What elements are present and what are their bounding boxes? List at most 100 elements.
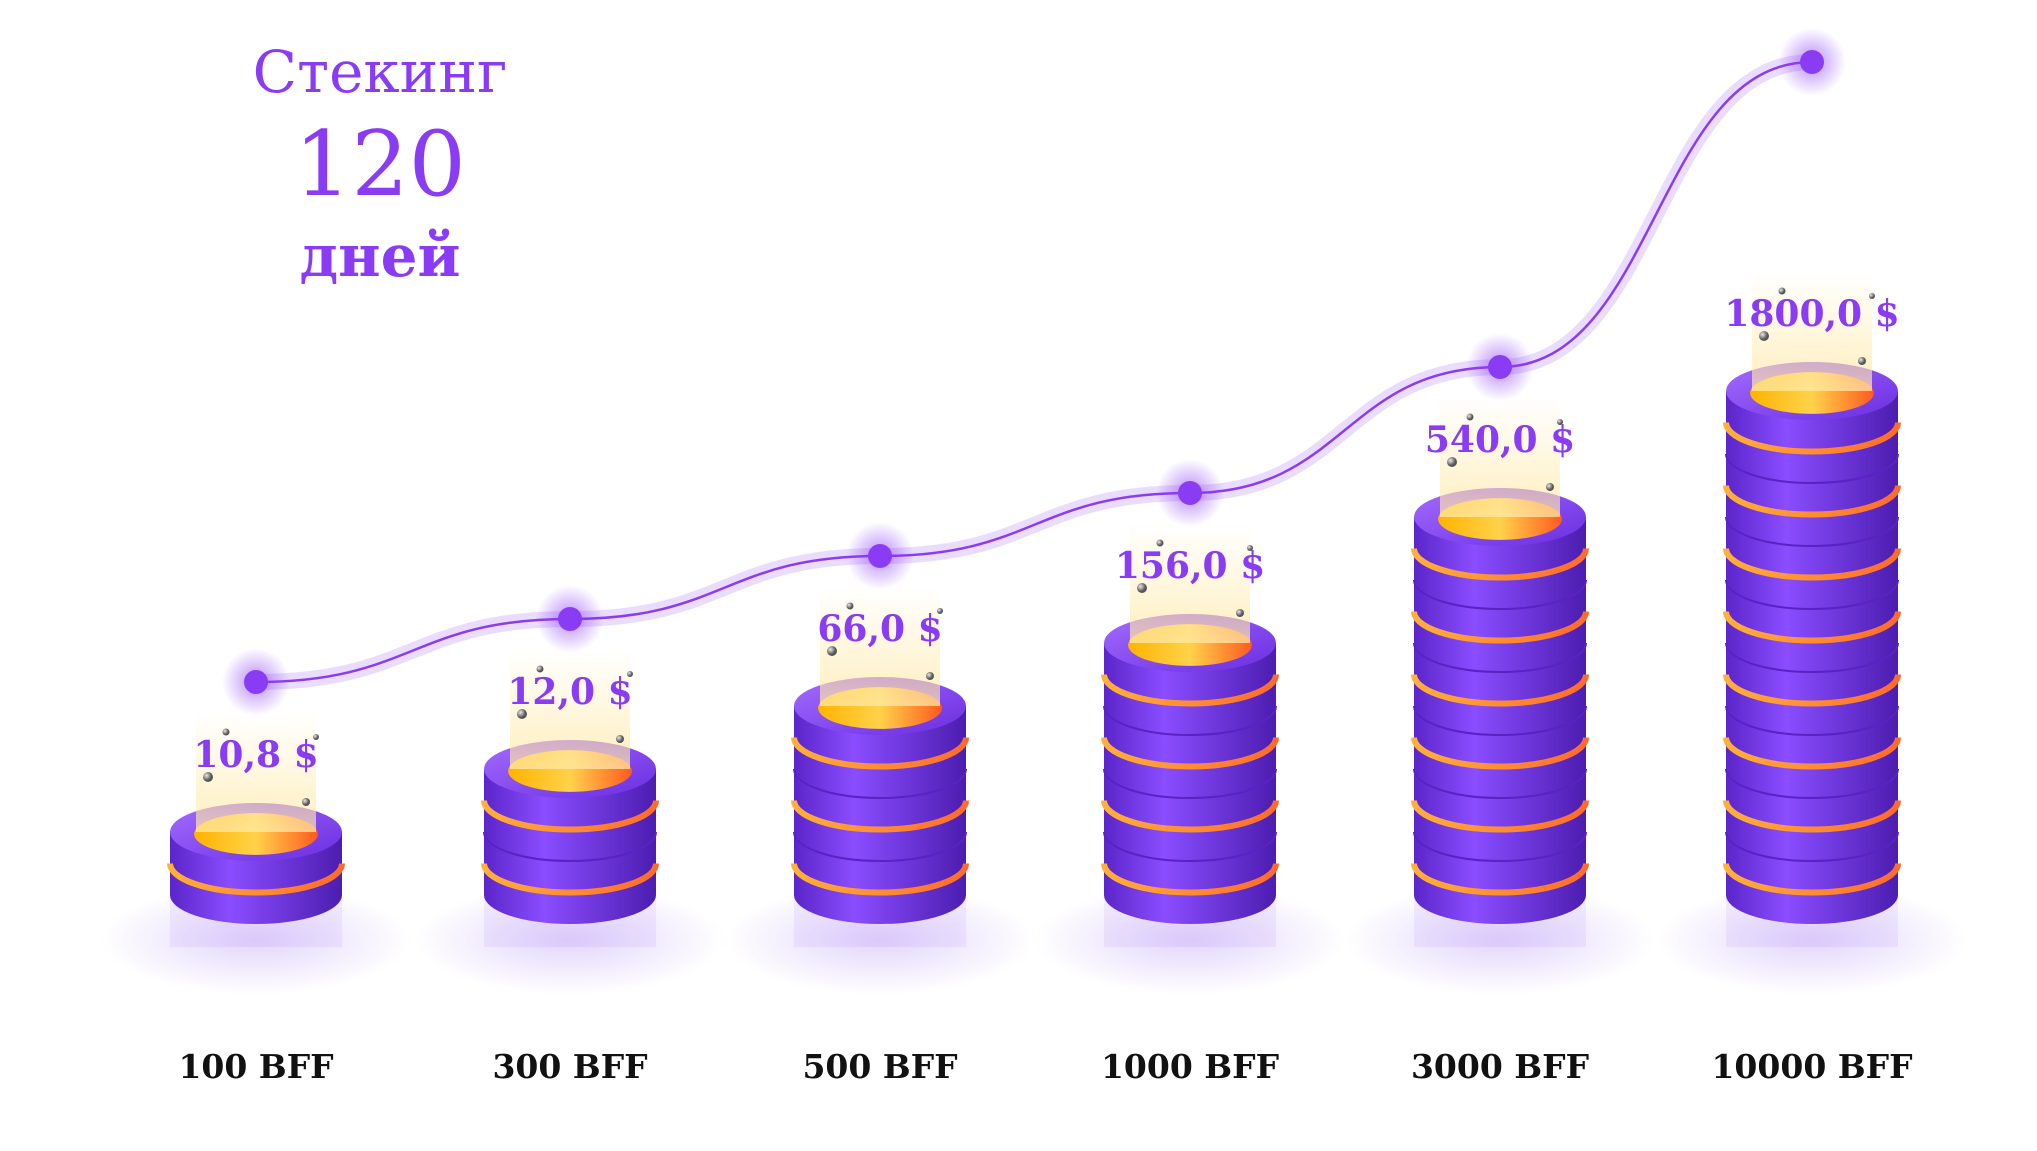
coin-stack	[724, 586, 1036, 995]
chart-title-line-1: Стекинг	[252, 38, 508, 106]
coin-edge	[1411, 800, 1589, 833]
value-label: 156,0 $	[1115, 545, 1265, 587]
stack-shadow	[724, 885, 1036, 995]
coin-edge	[1103, 768, 1277, 799]
sparkle-dot	[937, 608, 943, 614]
value-label: 10,8 $	[193, 734, 318, 776]
stack-shadow	[414, 885, 726, 995]
coin-edge	[483, 831, 657, 862]
stack-bar	[1101, 643, 1279, 924]
chart-title-days-count: 120	[294, 112, 466, 217]
data-labels: 10,8 $ 12,0 $ 66,0 $ 156,0 $ 540,0 $ 1800,0 $	[193, 293, 1899, 776]
trend-line	[255, 60, 1813, 684]
stack-shadow	[1656, 885, 1968, 995]
stack-body	[484, 769, 656, 924]
coin-edge	[1725, 642, 1899, 673]
sparkle-dot	[1557, 419, 1563, 425]
light-beam	[1130, 523, 1250, 643]
coin-edge	[1725, 768, 1899, 799]
coin-edge	[1723, 737, 1901, 770]
sparkle-dot	[1447, 457, 1457, 467]
sparkle-dot	[827, 646, 837, 656]
coin-edge	[1103, 705, 1277, 736]
sparkle-dot	[222, 728, 230, 736]
value-label: 1800,0 $	[1724, 293, 1899, 335]
coin-edge	[1723, 485, 1901, 518]
trend-line-group	[222, 28, 1846, 716]
coin-edge	[1411, 863, 1589, 896]
coin-edge	[1413, 831, 1587, 862]
trend-point	[1488, 355, 1512, 379]
value-label: 66,0 $	[817, 608, 942, 650]
trend-point	[244, 670, 268, 694]
coin-edge	[793, 831, 967, 862]
coin-edge	[1723, 863, 1901, 896]
coin-edge	[1725, 705, 1899, 736]
category-label: 100 BFF	[178, 1047, 333, 1086]
coin-stacks	[100, 271, 1968, 995]
stack-body	[1726, 391, 1898, 924]
coin-stack	[1656, 271, 1968, 995]
sparkle-dot	[203, 772, 213, 782]
sparkle-dot	[1759, 331, 1769, 341]
coin-edge	[1413, 768, 1587, 799]
stack-bar	[1411, 517, 1589, 924]
value-label: 540,0 $	[1425, 419, 1575, 461]
coin-edge	[1725, 516, 1899, 547]
coin-edge	[1413, 579, 1587, 610]
sparkle-dot	[1466, 413, 1474, 421]
sparkle-dot	[926, 672, 934, 680]
trend-point	[868, 544, 892, 568]
coin-edge	[1411, 674, 1589, 707]
light-beam	[820, 586, 940, 706]
sparkle-dot	[616, 735, 624, 743]
light-beam	[510, 649, 630, 769]
sparkle-dot	[302, 798, 310, 806]
coin-edge	[791, 863, 969, 896]
coin-edge	[1411, 611, 1589, 644]
coin-edge	[1413, 642, 1587, 673]
coin-edge	[791, 800, 969, 833]
trend-point	[1800, 50, 1824, 74]
light-beam	[1752, 271, 1872, 391]
coin-edge	[1411, 737, 1589, 770]
stack-bar	[481, 769, 659, 924]
coin-edge	[481, 863, 659, 896]
sparkle-dot	[1156, 539, 1164, 547]
stack-shadow	[1034, 885, 1346, 995]
coin-edge	[1723, 548, 1901, 581]
stack-bar	[1723, 391, 1901, 924]
sparkle-dot	[1858, 357, 1866, 365]
chart-title-line-3: дней	[299, 222, 461, 290]
coin-edge	[1413, 705, 1587, 736]
sparkle-dot	[1247, 545, 1253, 551]
category-label: 500 BFF	[802, 1047, 957, 1086]
category-label: 10000 BFF	[1711, 1047, 1912, 1086]
coin-edge	[1725, 579, 1899, 610]
sparkle-dot	[1546, 483, 1554, 491]
category-labels: 100 BFF 300 BFF 500 BFF 1000 BFF 3000 BFF 100…	[178, 1047, 1912, 1086]
coin-edge	[1101, 737, 1279, 770]
coin-edge	[1723, 422, 1901, 455]
coin-edge	[1103, 831, 1277, 862]
coin-edge	[481, 800, 659, 833]
light-beam	[1440, 397, 1560, 517]
light-beam	[196, 712, 316, 832]
trend-point	[1178, 481, 1202, 505]
stack-shadow	[100, 885, 412, 995]
sparkle-dot	[846, 602, 854, 610]
coin-edge	[793, 768, 967, 799]
coin-stack	[1344, 397, 1656, 995]
sparkle-dot	[517, 709, 527, 719]
coin-stack	[414, 649, 726, 995]
sparkle-dot	[1869, 293, 1875, 299]
coin-edge	[1723, 674, 1901, 707]
value-label: 12,0 $	[507, 671, 632, 713]
coin-stack	[100, 712, 412, 995]
coin-edge	[791, 737, 969, 770]
sparkle-dot	[1137, 583, 1147, 593]
sparkle-dot	[313, 734, 319, 740]
coin-edge	[1723, 800, 1901, 833]
